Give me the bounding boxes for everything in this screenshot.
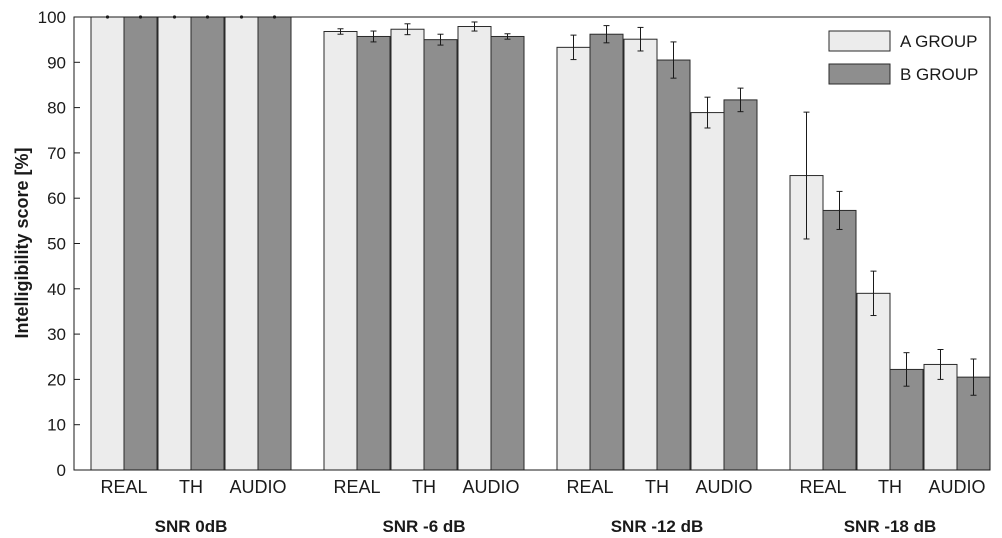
y-tick-label: 0	[57, 461, 66, 480]
bar	[357, 36, 390, 470]
legend-label: B GROUP	[900, 65, 978, 84]
bar	[124, 17, 157, 470]
x-category-label: TH	[878, 477, 902, 497]
bar	[491, 36, 524, 470]
x-category-label: AUDIO	[462, 477, 519, 497]
y-tick-label: 90	[47, 53, 66, 72]
x-category-label: TH	[179, 477, 203, 497]
bar	[391, 29, 424, 470]
y-tick-label: 10	[47, 416, 66, 435]
bar	[191, 17, 224, 470]
bar	[225, 17, 258, 470]
bar	[624, 39, 657, 470]
bar	[91, 17, 124, 470]
bar	[691, 113, 724, 470]
x-category-label: AUDIO	[229, 477, 286, 497]
x-category-label: REAL	[799, 477, 846, 497]
bar	[458, 27, 491, 470]
bar	[657, 60, 690, 470]
bar	[557, 47, 590, 470]
x-category-label: REAL	[333, 477, 380, 497]
bar	[424, 40, 457, 470]
y-tick-label: 80	[47, 99, 66, 118]
y-axis-title: Intelligibility score [%]	[12, 147, 32, 338]
y-tick-label: 60	[47, 189, 66, 208]
y-tick-label: 100	[38, 8, 66, 27]
y-tick-label: 20	[47, 370, 66, 389]
bar	[258, 17, 291, 470]
y-tick-label: 50	[47, 235, 66, 254]
x-category-label: REAL	[100, 477, 147, 497]
x-category-label: TH	[645, 477, 669, 497]
bar	[724, 100, 757, 470]
x-category-label: TH	[412, 477, 436, 497]
legend-swatch	[829, 31, 890, 51]
y-tick-label: 30	[47, 325, 66, 344]
y-tick-label: 40	[47, 280, 66, 299]
bar	[823, 210, 856, 470]
bar	[158, 17, 191, 470]
bar	[324, 31, 357, 470]
x-category-label: AUDIO	[928, 477, 985, 497]
x-category-label: REAL	[566, 477, 613, 497]
x-group-label: SNR 0dB	[155, 517, 228, 536]
bar	[857, 293, 890, 470]
bar	[924, 364, 957, 470]
legend-swatch	[829, 64, 890, 84]
bar	[590, 34, 623, 470]
x-axis: REAL TH AUDIO SNR 0dB REAL TH AUDIO SNR -6 dB RE…	[100, 477, 985, 536]
x-group-label: SNR -6 dB	[382, 517, 465, 536]
x-category-label: AUDIO	[695, 477, 752, 497]
legend: A GROUP B GROUP	[829, 31, 978, 84]
y-tick-label: 70	[47, 144, 66, 163]
legend-label: A GROUP	[900, 32, 977, 51]
x-group-label: SNR -12 dB	[611, 517, 704, 536]
x-group-label: SNR -18 dB	[844, 517, 937, 536]
